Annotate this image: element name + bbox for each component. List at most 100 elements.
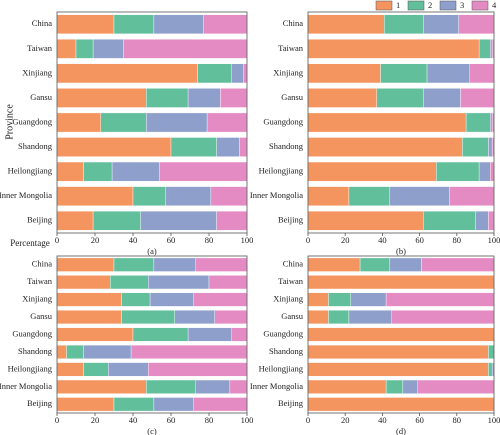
bar-segment	[307, 344, 489, 359]
y-tick-label: Guangdong	[12, 328, 52, 338]
panel-caption: (b)	[396, 246, 406, 256]
bar-segment	[376, 88, 424, 108]
bar-segment	[56, 210, 94, 231]
x-axis-label: Percentage	[10, 238, 49, 248]
bar-segment	[193, 292, 248, 307]
bar-segment	[56, 137, 172, 157]
legend-label: 2	[428, 0, 432, 10]
bar-segment	[462, 137, 489, 157]
bar-segment	[140, 210, 217, 231]
bar-segment	[113, 397, 155, 412]
bar-segment	[449, 186, 495, 206]
bar-segment	[146, 88, 189, 108]
bar-segment	[307, 161, 437, 182]
bar-segment	[193, 397, 248, 412]
y-tick-label: Xinjiang	[273, 294, 303, 304]
x-tick-label: 80	[205, 235, 214, 245]
y-tick-label: Gansu	[30, 311, 52, 321]
bar-segment	[328, 292, 351, 307]
bar-segment	[436, 161, 480, 182]
bar-segment	[149, 292, 195, 307]
x-tick-label: 20	[91, 235, 100, 245]
bar-segment	[385, 379, 404, 394]
x-tick-label: 40	[378, 235, 387, 245]
bar-segment	[197, 63, 233, 84]
bar-segment	[159, 161, 248, 182]
bar-segment	[56, 362, 84, 377]
y-tick-label: Inner Mongolia	[250, 190, 303, 200]
bar-segment	[391, 310, 495, 325]
bar-segment	[147, 275, 210, 290]
bar-segment	[426, 63, 471, 84]
bar-segment	[307, 397, 495, 412]
bar-segment	[307, 137, 463, 157]
bar-segment	[307, 186, 350, 206]
bar-segment	[307, 327, 495, 342]
bar-segment	[385, 292, 495, 307]
y-tick-label: China	[32, 259, 53, 269]
x-tick-label: 100	[488, 235, 500, 245]
bar-segment	[488, 344, 495, 359]
y-tick-label: Guangdong	[12, 116, 52, 126]
bar-segment	[490, 161, 495, 182]
bar-segment	[475, 210, 489, 231]
y-tick-label: Taiwan	[27, 43, 53, 53]
x-tick-label: 100	[488, 415, 500, 425]
bar-segment	[384, 14, 424, 35]
bar-segment	[307, 379, 387, 394]
bar-segment	[478, 39, 491, 59]
bar-segment	[92, 39, 124, 59]
bar-segment	[174, 310, 215, 325]
bar-segment	[83, 362, 109, 377]
bar-segment	[423, 88, 461, 108]
y-tick-label: Guangdong	[263, 328, 303, 338]
y-tick-label: Taiwan	[278, 276, 304, 286]
bar-segment	[146, 112, 208, 133]
x-tick-label: 40	[378, 415, 387, 425]
bar-segment	[307, 112, 467, 133]
bar-segment	[109, 275, 149, 290]
bar-segment	[153, 397, 194, 412]
x-tick-label: 60	[167, 235, 176, 245]
y-tick-label: Shandong	[269, 346, 304, 356]
bar-segment	[83, 161, 113, 182]
y-tick-label: Gansu	[281, 311, 303, 321]
bar-segment	[56, 14, 115, 35]
bar-segment	[307, 310, 329, 325]
legend-label: 3	[460, 0, 464, 10]
bar-segment	[195, 379, 231, 394]
bar-segment	[56, 186, 134, 206]
bar-segment	[187, 327, 233, 342]
bar-segment	[208, 275, 248, 290]
bar-segment	[469, 63, 495, 84]
bar-segment	[165, 186, 212, 206]
y-tick-label: Heilongjiang	[8, 363, 53, 373]
bar-segment	[490, 39, 493, 59]
bar-segment	[153, 14, 204, 35]
bar-segment	[56, 63, 198, 84]
y-tick-label: Heilongjiang	[8, 166, 53, 176]
bar-segment	[56, 88, 147, 108]
bar-segment	[242, 63, 248, 84]
bar-segment	[488, 137, 493, 157]
bar-segment	[56, 112, 101, 133]
x-tick-label: 60	[167, 415, 176, 425]
bar-segment	[460, 88, 495, 108]
bar-segment	[380, 63, 428, 84]
bar-segment	[307, 210, 424, 231]
bar-segment	[239, 137, 248, 157]
bar-segment	[187, 88, 221, 108]
x-tick-label: 0	[306, 235, 310, 245]
panel-caption: (c)	[147, 426, 157, 435]
bar-segment	[328, 310, 350, 325]
bar-segment	[231, 63, 244, 84]
x-tick-label: 0	[55, 415, 59, 425]
y-tick-label: China	[32, 18, 53, 28]
bar-segment	[231, 327, 248, 342]
panel-caption: (d)	[396, 426, 406, 435]
bar-segment	[113, 14, 155, 35]
bar-segment	[92, 210, 141, 231]
legend-swatch	[375, 0, 393, 11]
bar-segment	[195, 257, 248, 272]
